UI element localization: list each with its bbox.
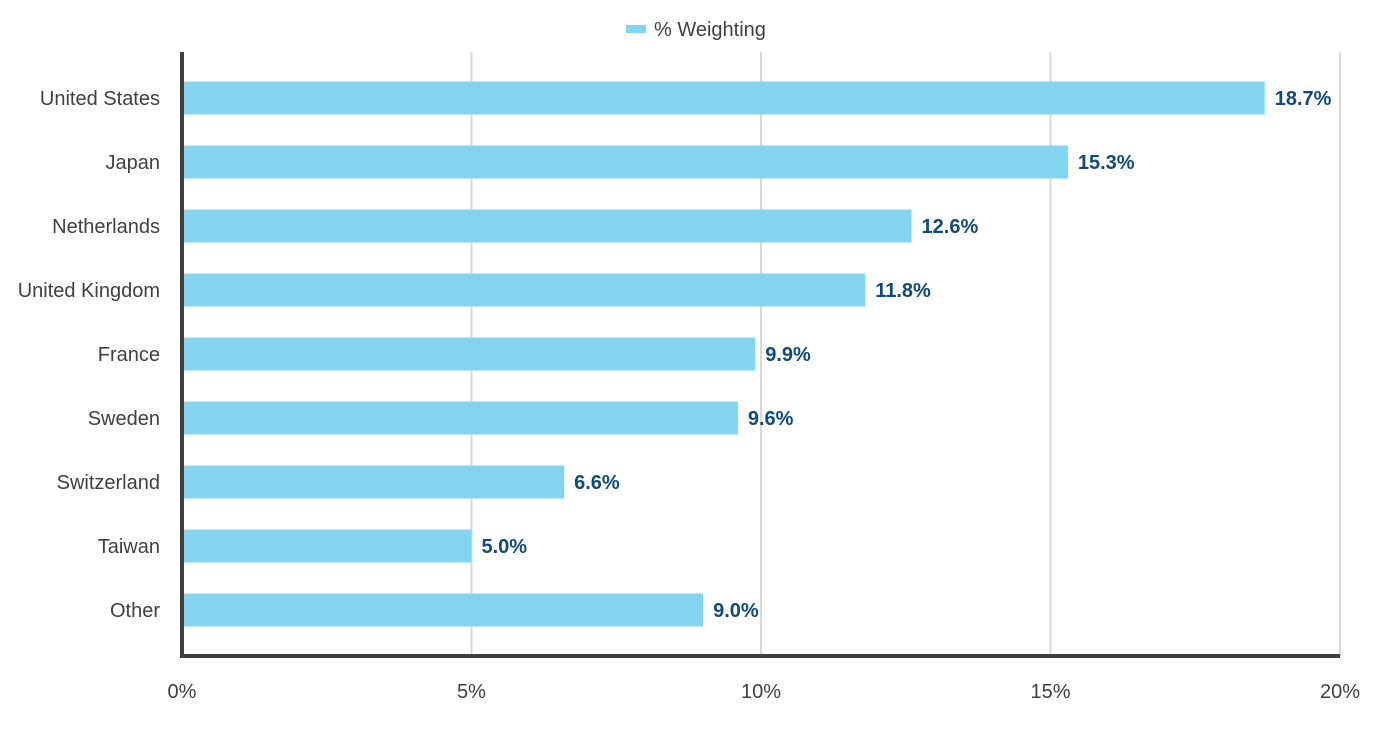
- category-label: Japan: [106, 152, 161, 174]
- data-label: 9.0%: [713, 600, 759, 622]
- legend-label: % Weighting: [654, 19, 766, 41]
- data-label: 9.9%: [765, 344, 811, 366]
- legend-swatch: [626, 25, 646, 33]
- x-tick-labels: 0% 5% 10% 15% 20%: [168, 681, 1361, 703]
- bar: [182, 529, 472, 563]
- x-tick-label: 5%: [457, 681, 486, 703]
- data-label: 18.7%: [1275, 88, 1332, 110]
- data-label: 5.0%: [482, 536, 528, 558]
- category-label: France: [98, 344, 160, 366]
- category-label: Switzerland: [57, 472, 160, 494]
- bar: [182, 145, 1068, 179]
- axes: [180, 52, 1340, 658]
- legend: % Weighting: [626, 19, 766, 41]
- data-label: 11.8%: [875, 280, 931, 302]
- bars: [182, 81, 1265, 627]
- x-tick-label: 0%: [168, 681, 197, 703]
- category-label: United States: [40, 88, 160, 110]
- bar: [182, 593, 704, 627]
- category-label: Netherlands: [52, 216, 160, 238]
- category-label: Taiwan: [98, 536, 160, 558]
- bar: [182, 337, 756, 371]
- data-label: 6.6%: [574, 472, 620, 494]
- value-labels: 18.7% 15.3% 12.6% 11.8% 9.9% 9.6% 6.6% 5.0% 9.0%: [482, 88, 1332, 622]
- data-label: 9.6%: [748, 408, 794, 430]
- category-label: Other: [110, 600, 160, 622]
- x-tick-label: 10%: [741, 681, 781, 703]
- category-labels: United States Japan Netherlands United King…: [18, 88, 161, 622]
- bar: [182, 209, 912, 243]
- x-tick-label: 15%: [1030, 681, 1070, 703]
- bar: [182, 81, 1265, 115]
- category-label: Sweden: [88, 408, 160, 430]
- bar: [182, 273, 866, 307]
- x-tick-label: 20%: [1320, 681, 1360, 703]
- data-label: 15.3%: [1078, 152, 1135, 174]
- bar: [182, 401, 738, 435]
- data-label: 12.6%: [922, 216, 979, 238]
- bar: [182, 465, 565, 499]
- category-label: United Kingdom: [18, 280, 160, 302]
